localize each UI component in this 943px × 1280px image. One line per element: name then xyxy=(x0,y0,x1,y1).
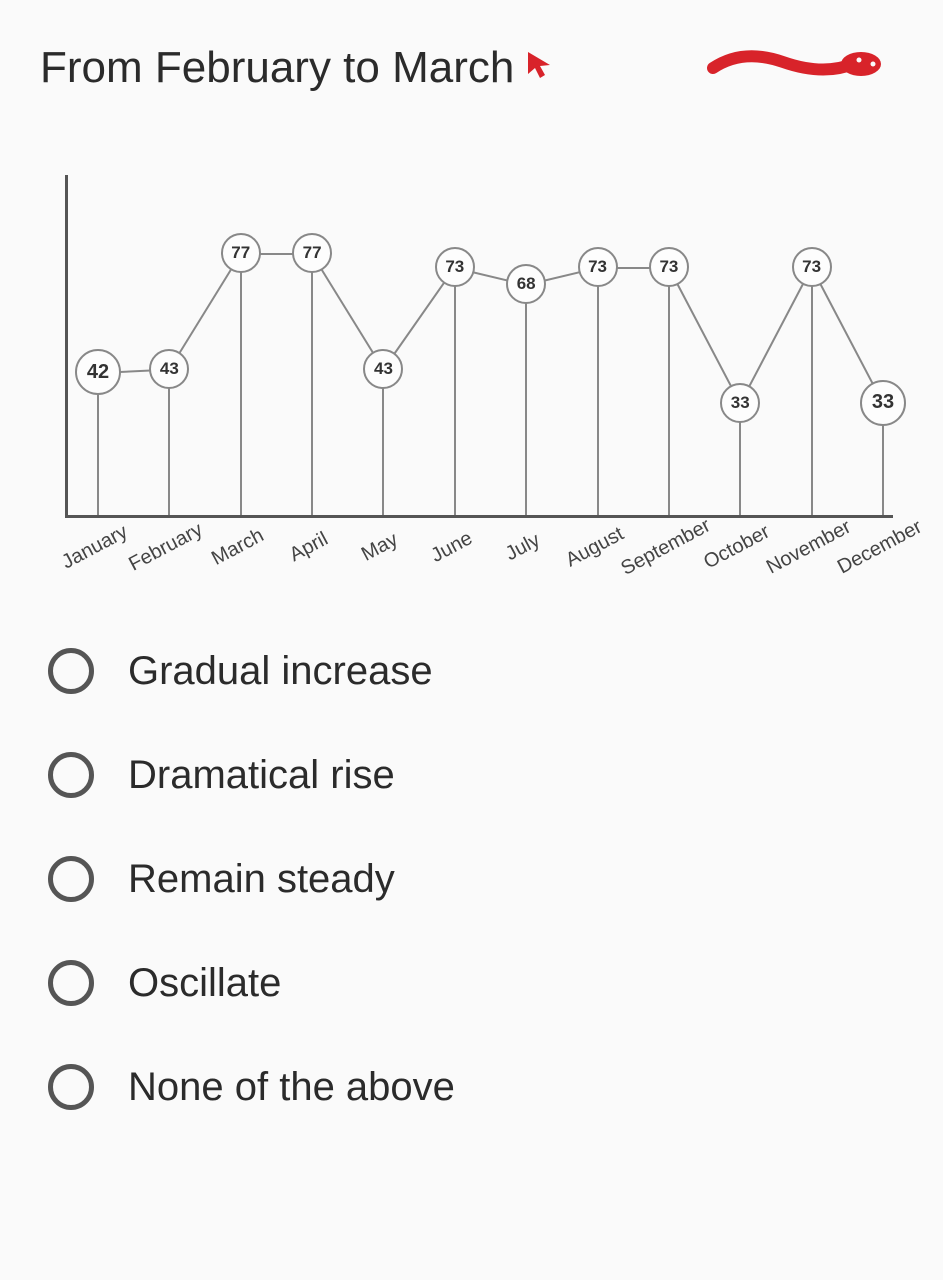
answer-option[interactable]: Oscillate xyxy=(48,960,903,1006)
chart-value-bubble: 77 xyxy=(292,233,332,273)
x-axis-label: March xyxy=(208,524,268,570)
chart-point: 73 xyxy=(435,247,475,287)
answer-option-label: None of the above xyxy=(128,1065,455,1110)
answer-option-label: Gradual increase xyxy=(128,649,433,694)
answer-option[interactable]: Gradual increase xyxy=(48,648,903,694)
chart-point: 43 xyxy=(363,349,403,389)
x-axis-label: February xyxy=(126,519,207,577)
chart-stem xyxy=(240,253,242,515)
title-row: From February to March xyxy=(40,40,903,95)
chart-value-bubble: 42 xyxy=(75,349,121,395)
chart-point: 73 xyxy=(578,247,618,287)
chart-point: 33 xyxy=(860,380,906,426)
chart-point: 77 xyxy=(292,233,332,273)
chart-value-bubble: 43 xyxy=(363,349,403,389)
chart-stem xyxy=(597,267,599,515)
chart-value-bubble: 73 xyxy=(649,247,689,287)
x-axis-label: August xyxy=(562,523,628,573)
radio-icon[interactable] xyxy=(48,648,94,694)
x-axis-label: July xyxy=(502,529,544,566)
chart-point: 43 xyxy=(149,349,189,389)
question-title: From February to March xyxy=(40,43,514,93)
chart-value-bubble: 68 xyxy=(506,264,546,304)
radio-icon[interactable] xyxy=(48,856,94,902)
answer-option[interactable]: Dramatical rise xyxy=(48,752,903,798)
chart-value-bubble: 33 xyxy=(720,383,760,423)
chart-value-bubble: 73 xyxy=(435,247,475,287)
answer-option[interactable]: Remain steady xyxy=(48,856,903,902)
chart-point: 33 xyxy=(720,383,760,423)
chart-value-bubble: 73 xyxy=(578,247,618,287)
chart-value-bubble: 43 xyxy=(149,349,189,389)
x-axis-label: April xyxy=(286,528,332,567)
radio-icon[interactable] xyxy=(48,1064,94,1110)
chart-point: 73 xyxy=(792,247,832,287)
cursor-annotation-icon xyxy=(524,48,558,87)
chart-point: 73 xyxy=(649,247,689,287)
chart-stem xyxy=(811,267,813,515)
chart-stem xyxy=(168,369,170,515)
answer-option-label: Oscillate xyxy=(128,961,281,1006)
chart-value-bubble: 33 xyxy=(860,380,906,426)
chart-stem xyxy=(668,267,670,515)
chart-value-bubble: 73 xyxy=(792,247,832,287)
chart-point: 42 xyxy=(75,349,121,395)
x-axis-label: September xyxy=(617,514,714,580)
chart-value-bubble: 77 xyxy=(221,233,261,273)
x-axis-label: January xyxy=(58,521,132,575)
chart-stem xyxy=(311,253,313,515)
answer-option-label: Dramatical rise xyxy=(128,753,395,798)
radio-icon[interactable] xyxy=(48,960,94,1006)
chart-stem xyxy=(525,284,527,515)
radio-icon[interactable] xyxy=(48,752,94,798)
scribble-annotation-icon xyxy=(703,40,903,95)
answer-options: Gradual increase Dramatical rise Remain st… xyxy=(40,648,903,1110)
x-axis-label: May xyxy=(358,528,402,566)
chart-point: 77 xyxy=(221,233,261,273)
answer-option-label: Remain steady xyxy=(128,857,395,902)
chart-stem xyxy=(454,267,456,515)
monthly-line-chart: 42 43 77 77 43 73 68 73 73 33 73 33 JanuaryFebruary… xyxy=(40,175,903,588)
answer-option[interactable]: None of the above xyxy=(48,1064,903,1110)
chart-stem xyxy=(382,369,384,515)
chart-point: 68 xyxy=(506,264,546,304)
x-axis-label: June xyxy=(427,527,476,568)
